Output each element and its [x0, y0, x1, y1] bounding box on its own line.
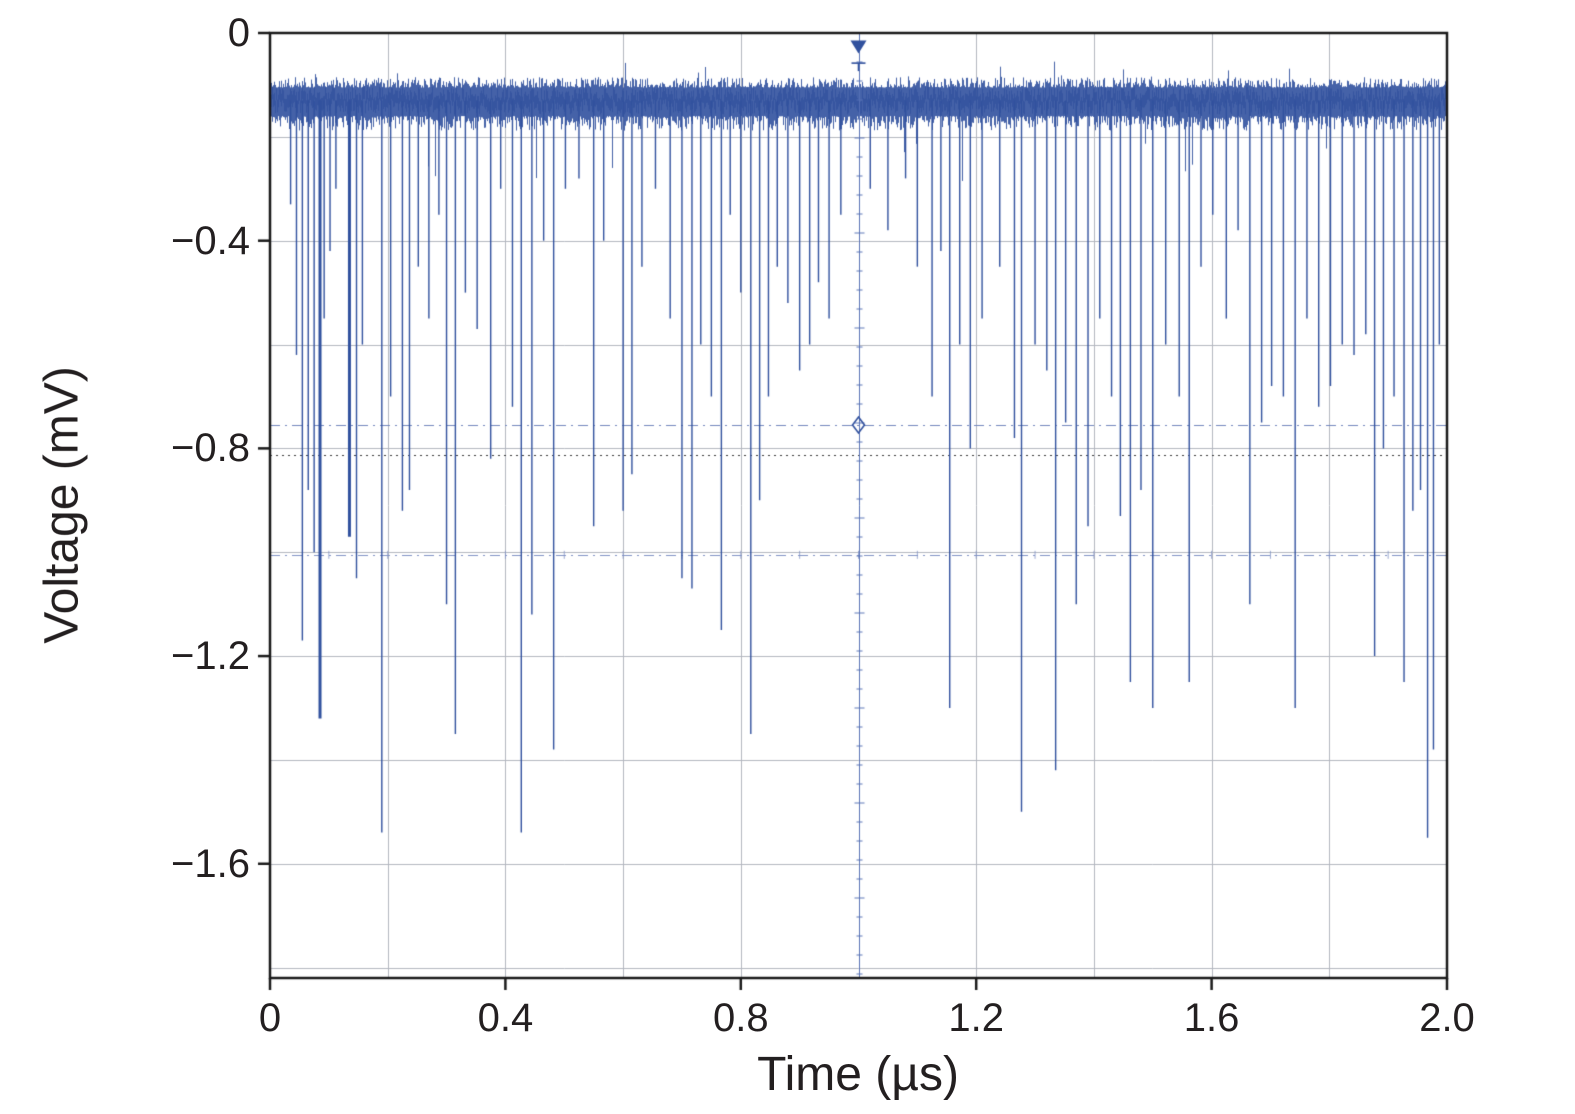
x-tick-label: 1.6	[1183, 996, 1240, 1040]
x-tick-label: 0	[258, 996, 282, 1040]
y-tick-label: −1.6	[171, 841, 250, 886]
y-tick-label: 0	[227, 11, 250, 55]
x-tick-label: 0.8	[712, 996, 769, 1040]
x-tick-label: 0.4	[477, 996, 534, 1040]
x-tick-label: 1.2	[948, 996, 1004, 1040]
x-tick-label: 2.0	[1419, 996, 1475, 1040]
y-tick-label: −1.2	[171, 634, 250, 679]
y-tick-label: −0.8	[171, 426, 250, 471]
x-axis-label: Time (µs)	[757, 1048, 959, 1101]
y-axis-label: Voltage (mV)	[35, 366, 89, 644]
y-tick-label: −0.4	[171, 218, 250, 263]
